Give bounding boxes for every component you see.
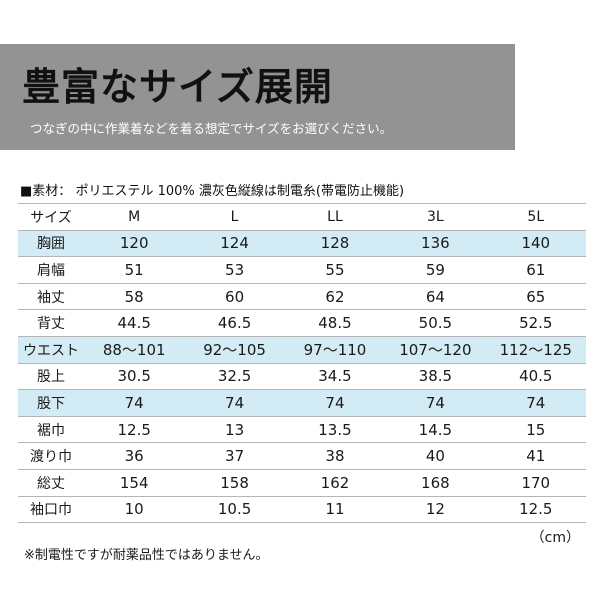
table-cell: 12.5 xyxy=(485,496,586,524)
table-cell: 37 xyxy=(184,442,285,470)
material-text: ポリエステル 100% 濃灰色縦線は制電糸(帯電防止機能) xyxy=(75,184,405,199)
table-cell: 107～120 xyxy=(385,336,486,364)
table-cell: 32.5 xyxy=(184,363,285,391)
table-header-row: サイズ M L LL 3L 5L xyxy=(18,203,586,231)
table-row: 袖丈 58 60 62 64 65 xyxy=(18,283,586,311)
table-row: 裾巾 12.5 13 13.5 14.5 15 xyxy=(18,416,586,444)
table-cell: 48.5 xyxy=(284,309,386,337)
material-label: ■素材： xyxy=(20,184,72,199)
footnote: ※制電性ですが耐薬品性ではありません。 xyxy=(24,548,269,563)
table-cell: 12.5 xyxy=(84,416,185,444)
row-label: 裾巾 xyxy=(18,416,84,444)
header-size-label: サイズ xyxy=(18,203,84,231)
table-cell: 55 xyxy=(284,256,386,284)
table-cell: 40 xyxy=(385,442,486,470)
row-label: ウエスト xyxy=(18,336,84,364)
table-cell: 13 xyxy=(184,416,285,444)
table-cell: 62 xyxy=(284,283,386,311)
material-line: ■素材： ポリエステル 100% 濃灰色縦線は制電糸(帯電防止機能) xyxy=(20,180,404,199)
table-row: 背丈 44.5 46.5 48.5 50.5 52.5 xyxy=(18,309,586,337)
table-row: 肩幅 51 53 55 59 61 xyxy=(18,256,586,284)
table-cell: 38.5 xyxy=(385,363,486,391)
row-label: 総丈 xyxy=(18,469,84,497)
table-cell: 64 xyxy=(385,283,486,311)
table-cell: 11 xyxy=(284,496,386,524)
table-cell: 59 xyxy=(385,256,486,284)
table-row: 股上 30.5 32.5 34.5 38.5 40.5 xyxy=(18,363,586,391)
table-row: 袖口巾 10 10.5 11 12 12.5 xyxy=(18,496,586,524)
size-banner: 豊富なサイズ展開 つなぎの中に作業着などを着る想定でサイズをお選びください。 xyxy=(0,44,515,150)
table-cell: 124 xyxy=(184,230,285,258)
header-size-l: L xyxy=(184,203,285,231)
table-cell: 168 xyxy=(385,469,486,497)
table-cell: 97～110 xyxy=(284,336,386,364)
row-label: 背丈 xyxy=(18,309,84,337)
table-cell: 10.5 xyxy=(184,496,285,524)
table-cell: 13.5 xyxy=(284,416,386,444)
table-row: 総丈 154 158 162 168 170 xyxy=(18,469,586,497)
table-cell: 46.5 xyxy=(184,309,285,337)
table-cell: 15 xyxy=(485,416,586,444)
table-cell: 51 xyxy=(84,256,185,284)
table-cell: 38 xyxy=(284,442,386,470)
table-cell: 112～125 xyxy=(485,336,586,364)
table-cell: 65 xyxy=(485,283,586,311)
table-cell: 154 xyxy=(84,469,185,497)
table-cell: 41 xyxy=(485,442,586,470)
table-cell: 10 xyxy=(84,496,185,524)
table-cell: 52.5 xyxy=(485,309,586,337)
table-cell: 74 xyxy=(485,389,586,417)
table-cell: 36 xyxy=(84,442,185,470)
row-label: 袖口巾 xyxy=(18,496,84,524)
table-cell: 74 xyxy=(184,389,285,417)
table-cell: 74 xyxy=(284,389,386,417)
table-cell: 158 xyxy=(184,469,285,497)
header-size-3l: 3L xyxy=(385,203,486,231)
table-cell: 128 xyxy=(284,230,386,258)
banner-subtitle: つなぎの中に作業着などを着る想定でサイズをお選びください。 xyxy=(30,121,393,136)
table-row: 股下 74 74 74 74 74 xyxy=(18,389,586,417)
table-cell: 30.5 xyxy=(84,363,185,391)
banner-title: 豊富なサイズ展開 xyxy=(22,65,333,109)
table-cell: 61 xyxy=(485,256,586,284)
table-cell: 12 xyxy=(385,496,486,524)
row-label: 股上 xyxy=(18,363,84,391)
table-cell: 74 xyxy=(84,389,185,417)
table-cell: 40.5 xyxy=(485,363,586,391)
table-cell: 74 xyxy=(385,389,486,417)
row-label: 胸囲 xyxy=(18,230,84,258)
table-cell: 58 xyxy=(84,283,185,311)
table-cell: 170 xyxy=(485,469,586,497)
header-size-5l: 5L xyxy=(485,203,586,231)
unit-label: （cm） xyxy=(530,530,580,546)
row-label: 肩幅 xyxy=(18,256,84,284)
table-row: ウエスト 88～101 92～105 97～110 107～120 112～125 xyxy=(18,336,586,364)
header-size-ll: LL xyxy=(284,203,386,231)
row-label: 袖丈 xyxy=(18,283,84,311)
table-cell: 140 xyxy=(485,230,586,258)
row-label: 股下 xyxy=(18,389,84,417)
table-cell: 44.5 xyxy=(84,309,185,337)
row-label: 渡り巾 xyxy=(18,442,84,470)
table-cell: 14.5 xyxy=(385,416,486,444)
header-size-m: M xyxy=(84,203,185,231)
table-cell: 50.5 xyxy=(385,309,486,337)
table-cell: 136 xyxy=(385,230,486,258)
table-cell: 120 xyxy=(84,230,185,258)
table-cell: 53 xyxy=(184,256,285,284)
table-cell: 60 xyxy=(184,283,285,311)
table-row: 胸囲 120 124 128 136 140 xyxy=(18,230,586,258)
size-table: サイズ M L LL 3L 5L 胸囲 120 124 128 136 140 肩幅 51 53… xyxy=(18,203,586,524)
table-cell: 92～105 xyxy=(184,336,285,364)
table-cell: 162 xyxy=(284,469,386,497)
table-cell: 34.5 xyxy=(284,363,386,391)
table-row: 渡り巾 36 37 38 40 41 xyxy=(18,442,586,470)
table-cell: 88～101 xyxy=(84,336,185,364)
